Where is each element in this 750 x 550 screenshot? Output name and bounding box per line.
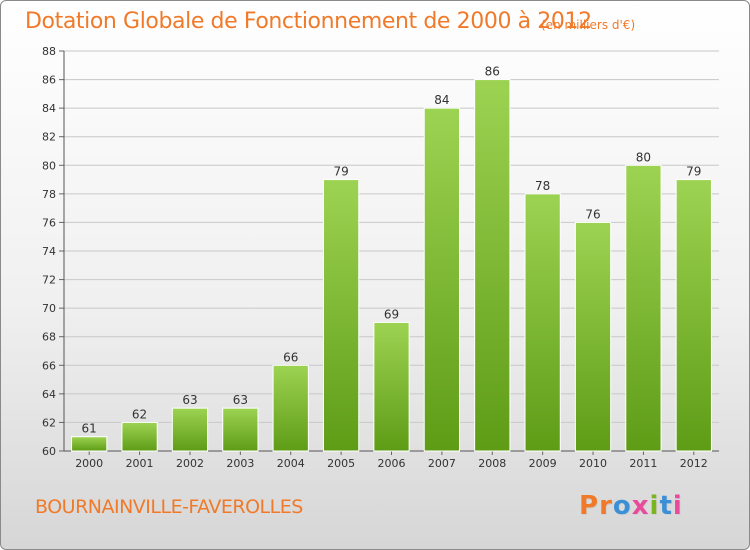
data-label: 62 (132, 407, 147, 421)
x-tick-label: 2010 (579, 457, 607, 470)
y-tick-label: 62 (42, 416, 56, 429)
x-tick-label: 2009 (529, 457, 557, 470)
bar-2008 (474, 79, 511, 452)
logo-letter: x (631, 491, 650, 521)
data-label: 80 (636, 150, 651, 164)
data-label: 61 (82, 422, 97, 436)
x-tick-label: 2001 (126, 457, 154, 470)
y-tick-label: 88 (42, 45, 56, 58)
bar-2003 (222, 407, 259, 452)
data-label: 63 (182, 393, 197, 407)
x-tick-label: 2000 (75, 457, 103, 470)
y-tick-label: 84 (42, 102, 56, 115)
bar-2010 (574, 221, 612, 452)
logo-letter: i (672, 491, 683, 521)
x-tick-label: 2008 (478, 457, 506, 470)
y-tick-label: 64 (42, 388, 56, 401)
labels: 60 62 64 66 68 70 72 74 76 78 80 82 84 86 88 61 2000 62 20… (42, 45, 708, 470)
commune-name: BOURNAINVILLE-FAVEROLLES (35, 496, 303, 518)
logo-letter: P (579, 491, 600, 521)
y-tick-label: 66 (42, 359, 56, 372)
y-tick-label: 80 (42, 159, 56, 172)
x-tick-label: 2007 (428, 457, 456, 470)
x-tick-label: 2011 (629, 457, 657, 470)
bar-2005 (322, 179, 360, 452)
data-label: 84 (434, 93, 449, 107)
data-label: 63 (233, 393, 248, 407)
y-tick-label: 68 (42, 331, 56, 344)
data-label: 86 (485, 65, 500, 79)
bar-2012 (675, 179, 712, 452)
bar-2009 (524, 193, 561, 452)
y-tick-label: 72 (42, 274, 56, 287)
bar-2002 (171, 407, 209, 452)
logo-letter: t (659, 491, 673, 521)
y-tick-label: 74 (42, 245, 56, 258)
chart-unit: (en milliers d'€) (541, 18, 636, 32)
data-label: 66 (283, 350, 298, 364)
data-label: 69 (384, 307, 399, 321)
bar-2000 (71, 436, 108, 452)
data-label: 79 (333, 165, 348, 179)
logo-letter: r (599, 491, 613, 521)
bar-2004 (272, 364, 309, 452)
data-label: 78 (535, 179, 550, 193)
x-tick-label: 2004 (277, 457, 305, 470)
x-tick-label: 2006 (378, 457, 406, 470)
y-tick-label: 78 (42, 188, 56, 201)
bar-2011 (625, 164, 662, 452)
y-tick-label: 76 (42, 216, 56, 229)
x-tick-label: 2005 (327, 457, 355, 470)
y-tick-label: 82 (42, 131, 56, 144)
logo-letter: i (649, 491, 660, 521)
y-tick-label: 60 (42, 445, 56, 458)
bar-2007 (423, 107, 461, 452)
chart-title: Dotation Globale de Fonctionnement de 20… (25, 9, 592, 34)
data-label: 76 (585, 207, 600, 221)
logo-letter: o (612, 491, 632, 521)
x-tick-label: 2002 (176, 457, 204, 470)
y-tick-label: 86 (42, 74, 56, 87)
bar-2001 (121, 421, 158, 452)
proxiti-logo[interactable]: Proxiti (579, 491, 683, 521)
bar-2006 (373, 321, 410, 452)
bars (71, 79, 712, 452)
data-label: 79 (686, 165, 701, 179)
x-tick-label: 2003 (226, 457, 254, 470)
x-tick-label: 2012 (680, 457, 708, 470)
y-tick-label: 70 (42, 302, 56, 315)
